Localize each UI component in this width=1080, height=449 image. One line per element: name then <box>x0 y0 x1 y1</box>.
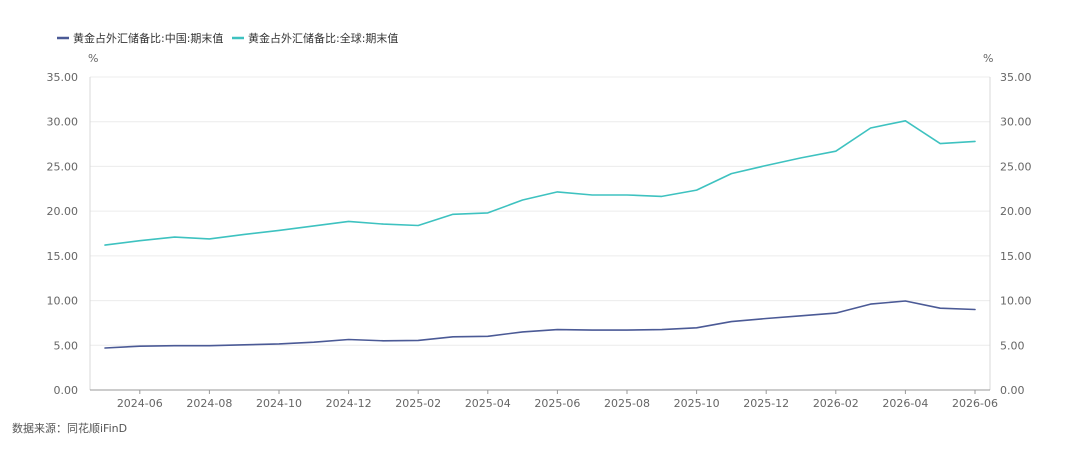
x-tick-label: 2025-12 <box>743 397 789 410</box>
legend: 黄金占外汇储备比:中国:期末值 黄金占外汇储备比:全球:期末值 <box>57 31 398 45</box>
x-tick-label: 2024-06 <box>117 397 163 410</box>
x-tick-label: 2025-10 <box>674 397 720 410</box>
y-tick-label-left: 15.00 <box>47 250 79 263</box>
x-tick-label: 2024-12 <box>326 397 372 410</box>
y-tick-label-left: 20.00 <box>47 205 79 218</box>
y-tick-label-left: 30.00 <box>47 116 79 129</box>
y-axis-left: 0.00 5.00 10.00 15.00 20.00 25.00 30.00 35.00 <box>47 71 91 397</box>
x-tick-label: 2024-08 <box>186 397 232 410</box>
y-tick-label-right: 10.00 <box>1000 295 1032 308</box>
y-tick-label-left: 5.00 <box>54 339 79 352</box>
x-tick-label: 2025-08 <box>604 397 650 410</box>
y-tick-label-left: 0.00 <box>54 384 79 397</box>
y-tick-label-left: 10.00 <box>47 295 79 308</box>
x-tick-label: 2026-02 <box>813 397 859 410</box>
y-tick-label-right: 25.00 <box>1000 160 1032 173</box>
x-tick-label: 2025-06 <box>534 397 580 410</box>
series-line-1 <box>104 300 976 349</box>
gridlines <box>90 76 990 346</box>
series-line-2 <box>104 120 976 246</box>
y-tick-label-right: 15.00 <box>1000 250 1032 263</box>
x-axis: 2024-06 2024-08 2024-10 2024-12 2025-02 2025-… <box>90 389 998 410</box>
y-tick-label-left: 25.00 <box>47 160 79 173</box>
y-tick-label-left: 35.00 <box>47 71 79 84</box>
y-axis-unit-right: % <box>983 52 993 65</box>
y-tick-label-right: 0.00 <box>1000 384 1025 397</box>
data-source-note: 数据来源：同花顺iFinD <box>12 422 128 435</box>
x-tick-label: 2026-06 <box>952 397 998 410</box>
series-lines <box>104 120 976 349</box>
legend-label: 黄金占外汇储备比:全球:期末值 <box>248 31 398 45</box>
y-tick-label-right: 20.00 <box>1000 205 1032 218</box>
y-axis-right: 0.00 5.00 10.00 15.00 20.00 25.00 30.00 35.00 <box>989 71 1032 397</box>
legend-label: 黄金占外汇储备比:中国:期末值 <box>73 31 223 45</box>
x-tick-label: 2026-04 <box>882 397 928 410</box>
x-tick-label: 2024-10 <box>256 397 302 410</box>
chart: 黄金占外汇储备比:中国:期末值 黄金占外汇储备比:全球:期末值 % % 0.00 5… <box>47 31 1032 410</box>
y-tick-label-right: 30.00 <box>1000 116 1032 129</box>
y-axis-unit-left: % <box>88 52 98 65</box>
x-tick-label: 2025-02 <box>395 397 441 410</box>
x-tick-label: 2025-04 <box>465 397 511 410</box>
y-tick-label-right: 35.00 <box>1000 71 1032 84</box>
y-tick-label-right: 5.00 <box>1000 339 1025 352</box>
